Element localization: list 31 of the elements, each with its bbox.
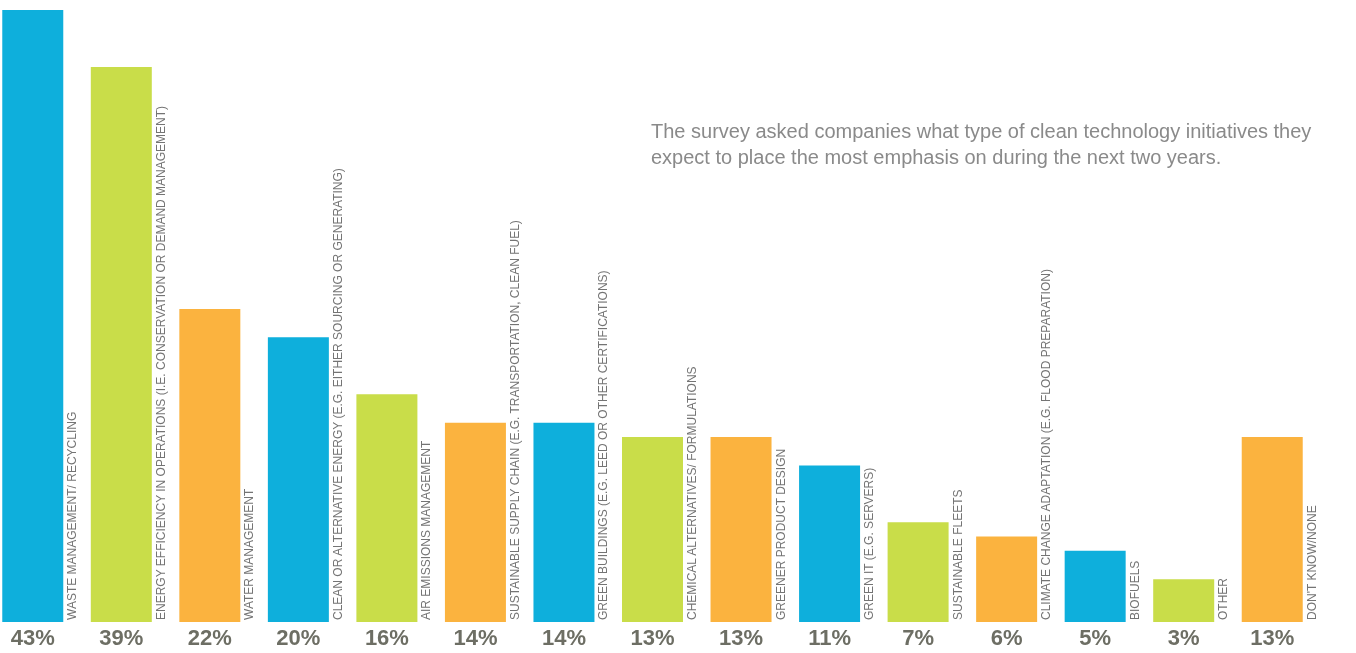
- x-tick-label: CHEMICAL ALTERNATIVES/ FORMULATIONS: [685, 366, 699, 620]
- annotation: The survey asked companies what type of clean technology initiatives they expect to place the most emphasis on during the next two years.: [651, 120, 1317, 168]
- data-label: 13%: [1250, 624, 1295, 650]
- x-tick-label: ENERGY EFFICIENCY IN OPERATIONS (I.E. CONSERVATION OR DEMAND MANAGEMENT): [153, 105, 168, 620]
- data-label: 22%: [187, 624, 232, 650]
- x-tick-label: AIR EMISSIONS MANAGEMENT: [419, 439, 434, 620]
- data-label: 7%: [902, 624, 934, 650]
- data-label: 39%: [99, 624, 144, 650]
- x-tick-label: BIOFUELS: [1127, 560, 1142, 620]
- x-tick-label: CLEAN OR ALTERNATIVE ENERGY (E.G. EITHER SOURCING OR GENERATING): [330, 168, 345, 620]
- data-label: 13%: [719, 624, 764, 650]
- x-tick-label: SUSTAINABLE FLEETS: [950, 489, 965, 620]
- data-label: 14%: [541, 624, 586, 650]
- data-label: 20%: [276, 624, 321, 650]
- x-tick-label: OTHER: [1216, 577, 1231, 620]
- x-tick-label: GREEN IT (E.G. SERVERS): [862, 467, 877, 620]
- data-label: 11%: [808, 624, 851, 650]
- x-tick-label: WATER MANAGEMENT: [242, 488, 257, 620]
- data-label: 5%: [1079, 624, 1112, 650]
- x-tick-label: SUSTAINABLE SUPPLY CHAIN (E.G. TRANSPORTATION, CLEAN FUEL): [507, 220, 522, 620]
- data-label: 13%: [630, 624, 675, 650]
- data-label: 43%: [10, 624, 55, 650]
- x-tick-label: WASTE MANAGEMENT/ RECYCLING: [65, 411, 80, 620]
- data-label: 16%: [364, 624, 409, 650]
- x-tick-label: GREEN BUILDINGS (E.G. LEED OR OTHER CERTIFICATIONS): [596, 270, 611, 620]
- x-tick-label: GREENER PRODUCT DESIGN: [773, 448, 788, 620]
- data-label: 6%: [990, 624, 1023, 650]
- data-label: 3%: [1167, 624, 1200, 650]
- x-tick-label: DON'T KNOW/NONE: [1304, 505, 1319, 620]
- data-label: 14%: [453, 624, 498, 650]
- x-tick-label: CLIMATE CHANGE ADAPTATION (E.G. FLOOD PREPARATION): [1039, 269, 1054, 620]
